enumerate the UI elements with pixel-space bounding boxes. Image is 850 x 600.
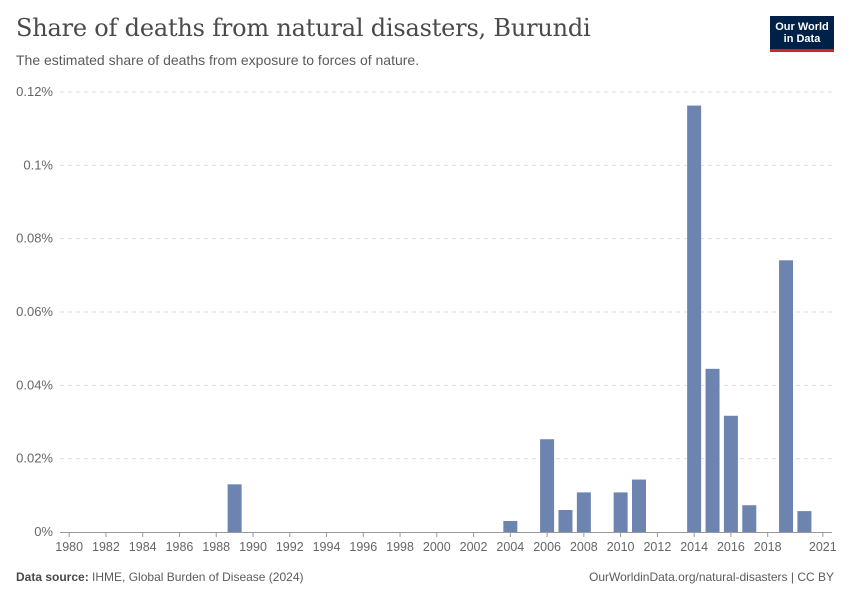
bar-2014 <box>687 105 702 533</box>
chart-subtitle: The estimated share of deaths from expos… <box>16 52 420 68</box>
bar-2017 <box>742 505 757 532</box>
data-source-text: IHME, Global Burden of Disease (2024) <box>92 570 304 584</box>
bar-2016 <box>723 415 738 532</box>
chart-title: Share of deaths from natural disasters, … <box>16 14 591 42</box>
x-tick-label: 2016 <box>717 540 745 554</box>
x-tick-label: 2018 <box>754 540 782 554</box>
y-tick-label: 0.02% <box>16 451 53 466</box>
data-source: Data source: IHME, Global Burden of Dise… <box>16 570 303 584</box>
y-tick-label: 0.06% <box>16 304 53 319</box>
x-tick-label: 1994 <box>313 540 341 554</box>
bar-2020 <box>797 511 812 532</box>
owid-logo[interactable]: Our World in Data <box>770 16 834 52</box>
x-tick-label: 1996 <box>349 540 377 554</box>
x-tick-label: 1992 <box>276 540 304 554</box>
bar-2006 <box>540 439 555 532</box>
logo-line-1: Our World <box>775 21 829 33</box>
x-tick-label: 2014 <box>680 540 708 554</box>
x-tick-label: 2006 <box>533 540 561 554</box>
bar-2019 <box>779 260 794 532</box>
x-tick-label: 2008 <box>570 540 598 554</box>
x-tick-label: 1986 <box>166 540 194 554</box>
bar-2011 <box>632 479 646 532</box>
y-tick-label: 0.1% <box>23 157 53 172</box>
bar-2008 <box>576 492 591 532</box>
x-tick-label: 1982 <box>92 540 120 554</box>
x-tick-label: 2002 <box>460 540 488 554</box>
x-tick-label: 2021 <box>809 540 837 554</box>
x-tick-label: 2000 <box>423 540 451 554</box>
x-tick-label: 1984 <box>129 540 157 554</box>
x-tick-label: 1980 <box>55 540 83 554</box>
bar-2004 <box>503 521 518 532</box>
x-tick-label: 1990 <box>239 540 267 554</box>
x-tick-label: 1998 <box>386 540 414 554</box>
logo-line-2: in Data <box>783 33 821 45</box>
x-tick-label: 2010 <box>607 540 635 554</box>
x-tick-label: 1988 <box>202 540 230 554</box>
y-tick-label: 0.12% <box>16 84 53 99</box>
data-source-label: Data source: <box>16 570 89 584</box>
y-tick-label: 0.04% <box>16 377 53 392</box>
bar-2010 <box>613 492 628 532</box>
y-tick-label: 0.08% <box>16 231 53 246</box>
x-tick-label: 2012 <box>643 540 671 554</box>
y-tick-label: 0% <box>34 524 53 539</box>
source-link[interactable]: OurWorldinData.org/natural-disasters | C… <box>589 570 834 584</box>
x-tick-label: 2004 <box>496 540 524 554</box>
bar-2007 <box>558 510 573 532</box>
bar-2015 <box>705 368 720 532</box>
bar-1989 <box>227 484 242 532</box>
